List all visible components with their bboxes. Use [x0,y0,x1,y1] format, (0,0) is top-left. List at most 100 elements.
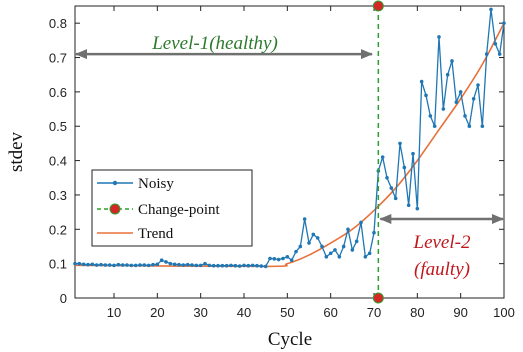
series-noisy-point [73,261,77,266]
series-noisy-point [142,263,147,267]
x-tick-label: 70 [367,305,381,320]
series-noisy-point [363,254,368,259]
series-noisy-point [164,260,168,264]
series-noisy-point [129,263,134,268]
series-noisy-point [285,254,290,259]
x-tick-label: 60 [323,305,337,320]
series-noisy-point [320,244,324,249]
series-noisy-point [341,244,346,249]
annotation-level-2-line1: Level-2 [413,232,471,253]
x-tick-label: 40 [237,305,251,320]
series-noisy-point [155,262,160,267]
series-noisy-point [125,263,129,267]
series-noisy-point [359,220,363,225]
series-noisy-point [224,263,229,268]
legend-item-change-point: Change-point [97,202,220,218]
series-noisy-point [281,256,285,261]
series-noisy-point [445,72,450,77]
series-noisy-point [168,261,173,266]
x-tick-label: 80 [410,305,424,320]
change-point-marker-top [372,0,384,12]
series-noisy-point [294,249,298,254]
series-noisy-point [103,263,108,267]
series-noisy-point [211,263,216,268]
legend-label-noisy: Noisy [138,176,174,192]
y-axis-ticks: 0 0.1 0.2 0.3 0.4 0.5 0.6 0.7 0.8 [49,16,504,306]
series-noisy-point [86,262,90,267]
series-noisy-point [307,241,311,245]
series-noisy-point [90,262,95,267]
y-tick-label: 0.8 [49,16,67,31]
series-noisy-point [398,141,402,146]
y-tick-label: 0.3 [49,188,67,203]
series-noisy-point [276,257,281,262]
series-noisy-line [75,9,505,268]
series-noisy-point [354,239,359,244]
series-noisy-point [272,257,277,261]
series-noisy-point [333,248,337,252]
series-noisy-point [81,262,86,267]
y-axis-title: stdev [6,131,27,172]
series-noisy-point [493,41,498,46]
series-noisy-point [393,196,398,201]
y-tick-label: 0 [60,291,67,306]
series-noisy-point [411,151,415,156]
series-noisy-point [246,263,251,268]
series-noisy-point [484,52,489,56]
x-tick-label: 20 [150,305,164,320]
series-noisy-point [467,124,472,129]
series-noisy-point [458,90,463,94]
series-noisy-point [415,206,420,211]
series-noisy-point [259,264,264,268]
series-noisy-point [471,96,476,101]
series-noisy-point [432,124,437,129]
series-noisy-point [324,254,329,259]
y-tick-label: 0.6 [49,85,67,100]
series-noisy-point [476,83,480,87]
series-noisy-point [242,263,246,268]
x-tick-label: 30 [193,305,207,320]
series-noisy-point [120,263,125,267]
annotation-level-1: Level-1(healthy) [151,33,278,54]
series-noisy-point [350,248,355,252]
series-noisy-point [116,262,121,267]
series-noisy-point [216,263,220,268]
series-noisy-point [463,114,467,118]
x-axis-ticks: 10 20 30 40 50 60 70 80 90 100 [107,6,515,320]
series-noisy-point [389,186,394,190]
series-noisy-point [480,124,485,129]
series-noisy-point [138,263,142,267]
series-noisy-point [77,261,82,266]
change-point-marker-bottom [372,292,384,304]
series-noisy-point [233,263,238,268]
series-noisy-point [194,263,199,268]
series-noisy-point [263,264,268,269]
series-trend-line [74,22,505,268]
series-noisy-point [151,262,155,267]
x-tick-label: 50 [280,305,294,320]
series-noisy-point [185,262,190,267]
annotations [75,49,504,224]
series-noisy-point [454,100,459,104]
series-noisy-point [220,263,225,268]
y-tick-label: 0.5 [49,119,67,134]
series-noisy-point [250,263,255,268]
series-noisy-point [441,107,446,111]
series-noisy-point [437,35,441,39]
series-noisy-point [177,262,181,267]
series-noisy-point [406,203,411,208]
series-noisy-point [112,263,116,268]
series-noisy-point [328,251,333,256]
series-noisy-point [94,263,99,267]
series-noisy-point [497,52,502,56]
legend-item-trend: Trend [97,226,174,242]
series-noisy-point [424,93,428,98]
series-noisy-point [268,256,272,261]
series-noisy-point [311,232,316,237]
series-noisy-point [190,263,194,267]
series-noisy-point [337,254,342,259]
series-noisy-point [489,7,493,12]
x-axis-title: Cycle [268,329,312,350]
series-noisy-point [99,262,103,267]
